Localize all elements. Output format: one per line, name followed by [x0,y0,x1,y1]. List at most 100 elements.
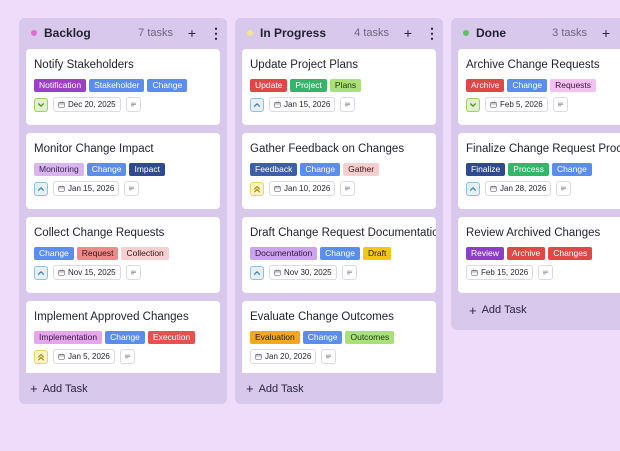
priority-chevron-up-icon[interactable] [250,97,264,112]
column-title: Done [476,26,506,40]
task-card[interactable]: Collect Change Requests Change Request Coll… [26,217,220,293]
description-icon[interactable] [552,97,568,112]
add-task-button[interactable]: + Add Task [458,295,620,325]
task-meta: Jan 15, 2026 [250,97,428,112]
task-count: 3 tasks [552,27,587,39]
tag-badge: Process [508,163,550,176]
task-meta: Nov 15, 2025 [34,265,212,280]
due-date-text: Dec 20, 2025 [68,100,116,109]
add-icon[interactable]: + [403,25,413,41]
due-date-text: Nov 30, 2025 [284,268,332,277]
tag-badge: Update [250,79,288,92]
tag-badge: Requests [550,79,597,92]
more-options-icon[interactable]: ⋮ [425,24,439,41]
description-icon[interactable] [556,181,572,196]
due-date-text: Jan 28, 2026 [500,184,547,193]
add-icon[interactable]: + [187,25,197,41]
tag-badge: Implementation [34,331,103,344]
tag-badge: Change [86,163,127,176]
task-meta: Jan 20, 2026 [250,349,428,364]
description-icon[interactable] [538,265,554,280]
tag-list: Review Archive Changes [466,247,620,260]
calendar-icon [274,269,281,276]
description-icon[interactable] [340,97,356,112]
due-date-text: Jan 20, 2026 [265,352,312,361]
calendar-icon [490,101,497,108]
priority-chevron-down-icon[interactable] [466,97,480,112]
tag-list: Update Project Plans [250,79,428,92]
tag-badge: Changes [548,247,593,260]
task-card[interactable]: Evaluate Change Outcomes Evaluation Change… [242,301,436,377]
tag-badge: Draft [362,247,392,260]
description-icon[interactable] [341,265,357,280]
more-options-icon[interactable]: ⋮ [209,24,223,41]
tag-badge: Outcomes [345,331,395,344]
tag-badge: Change [302,331,343,344]
description-icon[interactable] [340,181,356,196]
task-card[interactable]: Implement Approved Changes Implementation… [26,301,220,377]
task-card[interactable]: Gather Feedback on Changes Feedback Change… [242,133,436,209]
plus-icon: + [246,381,254,396]
priority-double-chevron-up-icon[interactable] [34,349,48,364]
task-card[interactable]: Review Archived Changes Review Archive Chan… [458,217,620,293]
due-date[interactable]: Jan 15, 2026 [53,181,120,196]
tag-badge: Plans [329,79,362,92]
task-title: Evaluate Change Outcomes [250,311,394,323]
description-icon[interactable] [125,265,141,280]
due-date[interactable]: Feb 5, 2026 [485,97,548,112]
task-meta: Feb 15, 2026 [466,265,620,280]
due-date[interactable]: Jan 28, 2026 [485,181,552,196]
priority-chevron-up-icon[interactable] [466,181,480,196]
due-date-text: Jan 15, 2026 [68,184,115,193]
calendar-icon [255,353,262,360]
status-dot-icon [247,30,253,36]
status-dot-icon [463,30,469,36]
task-card[interactable]: Finalize Change Request Process FinalizeP… [458,133,620,209]
task-title: Update Project Plans [250,59,359,71]
priority-chevron-down-icon[interactable] [34,97,48,112]
task-title: Notify Stakeholders [34,59,134,71]
priority-chevron-up-icon[interactable] [250,265,264,280]
task-card[interactable]: Draft Change Request Documentation Docume… [242,217,436,293]
task-meta: Nov 30, 2025 [250,265,428,280]
tag-badge: Change [105,331,145,344]
due-date[interactable]: Feb 15, 2026 [466,265,534,280]
description-icon[interactable] [119,349,135,364]
due-date[interactable]: Dec 20, 2025 [53,97,121,112]
add-task-button[interactable]: + Add Task [19,373,227,404]
column-in-progress: In Progress 4 tasks + ⋮ Update Project Plans… [235,18,443,404]
add-icon[interactable]: + [601,25,611,41]
tag-badge: Documentation [250,247,318,260]
calendar-icon [58,269,65,276]
tag-badge: Change [552,163,592,176]
task-card[interactable]: Archive Change Requests Archive Change Requ… [458,49,620,125]
due-date-text: Jan 10, 2026 [284,184,331,193]
description-icon[interactable] [124,181,140,196]
tag-list: Finalize Process Change [466,163,620,176]
task-card[interactable]: Notify Stakeholders Notification Stakehold… [26,49,220,125]
due-date[interactable]: Jan 15, 2026 [269,97,336,112]
priority-chevron-up-icon[interactable] [34,181,48,196]
due-date[interactable]: Jan 10, 2026 [269,181,336,196]
description-icon[interactable] [321,349,337,364]
priority-double-chevron-up-icon[interactable] [250,181,264,196]
tag-badge: Notification [34,79,87,92]
priority-chevron-up-icon[interactable] [34,265,48,280]
due-date[interactable]: Nov 15, 2025 [53,265,121,280]
plus-icon: + [30,381,38,396]
due-date[interactable]: Nov 30, 2025 [269,265,337,280]
task-card[interactable]: Update Project Plans Update Project Plans Ja… [242,49,436,125]
task-meta: Dec 20, 2025 [34,97,212,112]
description-icon[interactable] [125,97,141,112]
add-task-label: Add Task [42,382,88,395]
add-task-button[interactable]: + Add Task [235,373,443,404]
task-card[interactable]: Monitor Change Impact Monitoring Change Imp… [26,133,220,209]
due-date[interactable]: Jan 5, 2026 [53,349,115,364]
calendar-icon [274,101,281,108]
tag-badge: Archive [466,79,505,92]
column-title: Backlog [44,26,91,40]
tag-list: Implementation Change Execution [34,331,212,344]
tag-list: Monitoring Change Impact [34,163,212,176]
due-date[interactable]: Jan 20, 2026 [250,349,317,364]
